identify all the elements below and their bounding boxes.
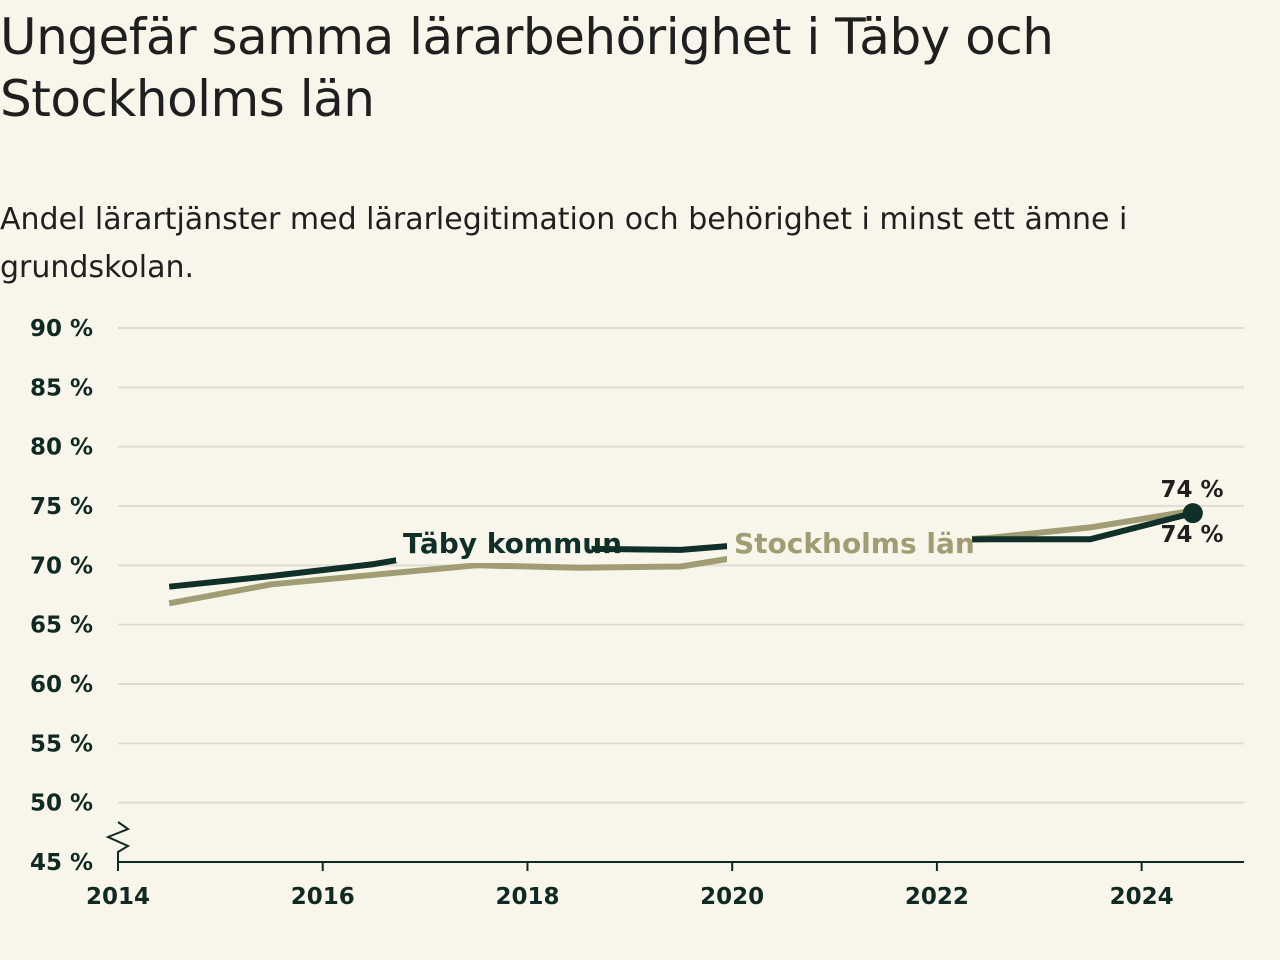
series-label-taby-bg <box>396 527 592 563</box>
series-line-taby <box>168 510 1194 590</box>
series-label-taby: Täby kommun <box>403 527 622 560</box>
chart-title: Ungefär samma lärarbehörighet i Täby och… <box>0 8 1054 128</box>
y-tick-label: 70 % <box>30 553 93 579</box>
end-label-taby: 74 % <box>1160 522 1223 548</box>
chart-subtitle: Andel lärartjänster med lärarlegitimatio… <box>0 202 1128 285</box>
x-tick-label: 2014 <box>86 884 150 910</box>
y-tick-label: 80 % <box>30 435 93 461</box>
series-line-stockholm <box>168 507 1194 607</box>
x-axis <box>105 821 1244 863</box>
end-point-marker <box>1182 503 1203 524</box>
x-axis-ticks: 2014 2016 2018 2020 2022 2024 <box>86 862 1174 910</box>
series-label-stockholm-bg <box>727 527 972 563</box>
axis-break-icon <box>105 821 131 862</box>
series-lines <box>168 503 1203 607</box>
series-label-stockholm: Stockholms län <box>734 527 975 560</box>
x-tick-label: 2022 <box>905 884 969 910</box>
y-tick-label: 65 % <box>30 613 93 639</box>
x-tick-label: 2024 <box>1110 884 1174 910</box>
y-tick-label: 90 % <box>30 316 93 342</box>
y-tick-label: 85 % <box>30 375 93 401</box>
x-tick-label: 2018 <box>495 884 559 910</box>
x-tick-label: 2016 <box>291 884 355 910</box>
y-tick-label: 75 % <box>30 494 93 520</box>
y-tick-label: 50 % <box>30 791 93 817</box>
y-tick-label: 60 % <box>30 672 93 698</box>
end-label-stockholm: 74 % <box>1160 477 1223 503</box>
x-tick-label: 2020 <box>700 884 764 910</box>
y-tick-label: 45 % <box>30 850 93 876</box>
y-axis-ticks: 45 % 50 % 55 % 60 % 65 % 70 % 75 % 80 % 85 % 90 % <box>30 316 93 876</box>
y-tick-label: 55 % <box>30 731 93 757</box>
series-labels: Täby kommun Stockholms län 74 % 74 % <box>396 477 1224 563</box>
